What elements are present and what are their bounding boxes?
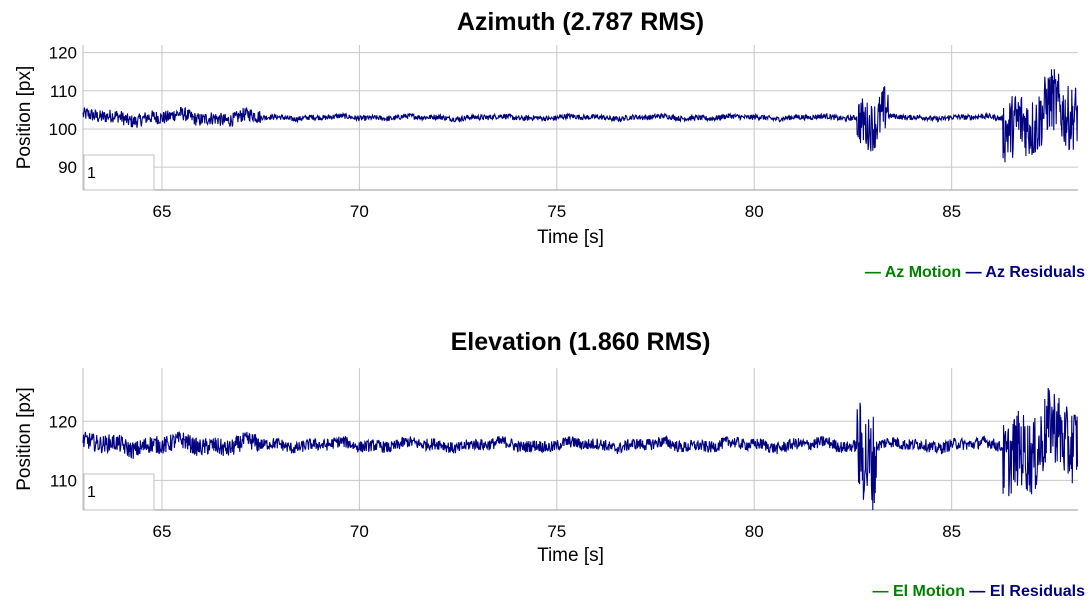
y-tick-label: 120 — [49, 44, 77, 63]
x-tick-label: 80 — [745, 202, 764, 221]
y-tick-label: 110 — [50, 471, 77, 490]
x-tick-label: 70 — [350, 202, 369, 221]
series-line-az-residuals — [82, 69, 1079, 163]
y-axis-label: Position [px] — [14, 66, 35, 170]
chart-title: Elevation (1.860 RMS) — [451, 328, 711, 356]
x-tick-label: 65 — [153, 202, 172, 221]
x-axis-label: Time [s] — [537, 227, 604, 248]
azimuth-panel: Azimuth (2.787 RMS) 65 70 75 80 85 90 100 110 120… — [14, 8, 1085, 281]
x-axis-label: Time [s] — [537, 545, 604, 566]
legend: — El Motion — El Residuals — [873, 583, 1086, 600]
legend: — Az Motion — Az Residuals — [865, 264, 1085, 281]
y-tick-label: 100 — [49, 120, 77, 139]
x-tick-label: 85 — [942, 522, 961, 541]
x-tick-label: 85 — [942, 202, 961, 221]
inset-box — [83, 473, 155, 511]
y-axis-label: Position [px] — [14, 387, 35, 491]
x-tick-label: 65 — [153, 522, 172, 541]
chart-title: Azimuth (2.787 RMS) — [457, 8, 704, 36]
y-tick-label: 110 — [50, 82, 77, 101]
x-tick-label: 75 — [547, 202, 566, 221]
inset-box — [83, 154, 155, 191]
legend-entry-motion: — Az Motion — [865, 264, 966, 281]
elevation-panel: Elevation (1.860 RMS) 65 70 75 80 85 110 120 Tim… — [14, 328, 1085, 600]
y-tick-label: 90 — [58, 158, 77, 177]
x-tick-label: 80 — [745, 522, 764, 541]
inset-label: 1 — [87, 165, 96, 182]
x-tick-label: 75 — [547, 522, 566, 541]
y-tick-label: 120 — [49, 412, 77, 431]
inset-label: 1 — [87, 484, 96, 501]
series-line-el-residuals — [82, 387, 1079, 511]
x-tick-label: 70 — [350, 522, 369, 541]
legend-entry-motion: — El Motion — [873, 583, 970, 600]
legend-entry-residuals: — Az Residuals — [966, 264, 1086, 281]
legend-entry-residuals: — El Residuals — [969, 583, 1085, 600]
